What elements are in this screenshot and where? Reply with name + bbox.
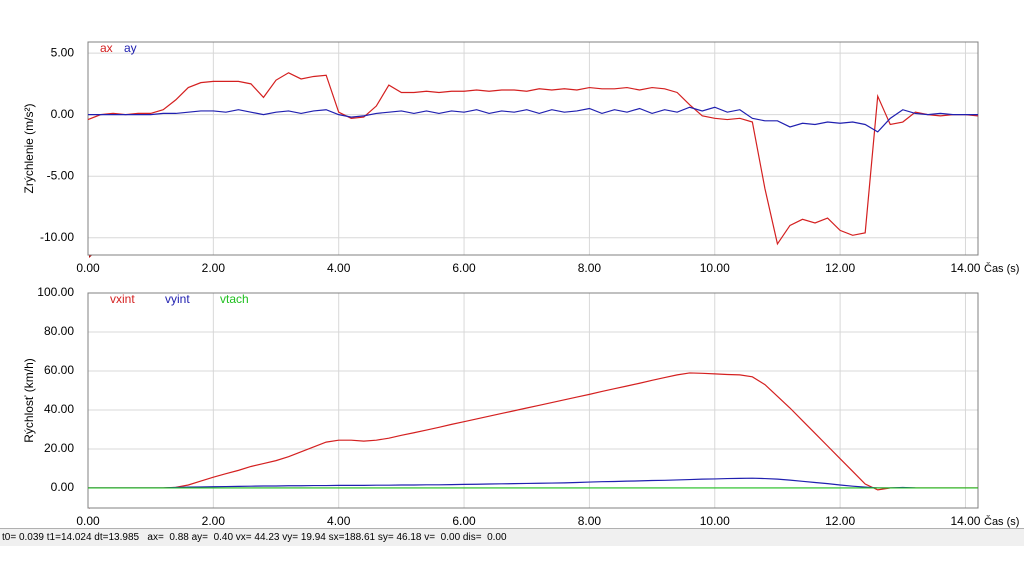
legend-entry: ax <box>100 41 113 55</box>
x-tick-label: 8.00 <box>578 514 602 528</box>
y-tick-label: 40.00 <box>44 402 74 416</box>
x-tick-label: 4.00 <box>327 261 351 275</box>
y-tick-label: 100.00 <box>37 285 74 299</box>
plot-border <box>87 41 979 256</box>
plot-area <box>88 293 978 508</box>
plot-area <box>88 42 978 255</box>
x-tick-label: 0.00 <box>76 514 100 528</box>
x-tick-label: 10.00 <box>700 261 730 275</box>
y-tick-label: 20.00 <box>44 441 74 455</box>
y-axis-label: Rýchlosť (km/h) <box>22 358 36 443</box>
x-tick-label: 14.00 <box>950 514 980 528</box>
y-tick-label: 5.00 <box>51 45 75 59</box>
x-axis-label: Čas (s) <box>984 262 1019 275</box>
x-tick-label: 6.00 <box>452 514 476 528</box>
charts: -10.00 -5.00 0.00 5.00 0.00 2.00 4.00 6.00 8.00 1… <box>22 41 1019 528</box>
x-axis-label: Čas (s) <box>984 515 1019 528</box>
y-tick-label: 0.00 <box>51 107 75 121</box>
series-line <box>87 72 979 246</box>
x-tick-label: 2.00 <box>202 261 226 275</box>
legend-entry: vyint <box>165 292 190 306</box>
x-tick-label: 12.00 <box>825 514 855 528</box>
series-line <box>88 106 978 133</box>
plot-border <box>87 292 979 509</box>
x-tick-label: 0.00 <box>76 261 100 275</box>
series-line <box>88 477 916 489</box>
legend-entry: vxint <box>110 292 135 306</box>
y-tick-label: 0.00 <box>51 480 75 494</box>
x-tick-label: 6.00 <box>452 261 476 275</box>
x-tick-label: 8.00 <box>578 261 602 275</box>
x-tick-label: 4.00 <box>327 514 351 528</box>
x-tick-label: 10.00 <box>700 514 730 528</box>
y-tick-label: 80.00 <box>44 324 74 338</box>
legend-entry: vtach <box>220 292 249 306</box>
x-tick-label: 14.00 <box>950 261 980 275</box>
y-tick-label: 60.00 <box>44 363 74 377</box>
series-line <box>88 372 978 491</box>
y-tick-label: -5.00 <box>47 168 75 182</box>
legend-entry: ay <box>124 41 137 55</box>
x-tick-label: 12.00 <box>825 261 855 275</box>
x-tick-label: 2.00 <box>202 514 226 528</box>
y-axis-label: Zrýchlenie (m/s²) <box>22 103 36 193</box>
status-bar: t0= 0.039 t1=14.024 dt=13.985 ax= 0.88 a… <box>0 528 1024 546</box>
y-tick-label: -10.00 <box>40 230 74 244</box>
